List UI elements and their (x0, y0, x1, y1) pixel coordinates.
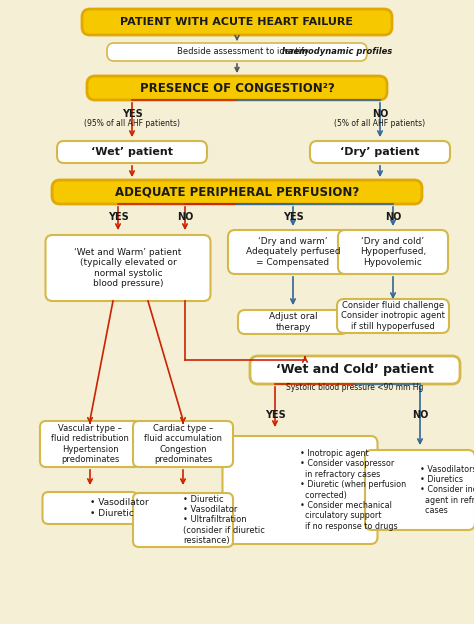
FancyBboxPatch shape (222, 436, 377, 544)
Text: (5% of all AHF patients): (5% of all AHF patients) (335, 120, 426, 129)
Text: ‘Dry and warm’
Adequately perfused
= Compensated: ‘Dry and warm’ Adequately perfused = Com… (246, 237, 340, 267)
Text: • Vasodilators
• Diuretics
• Consider inotropic
  agent in refractory
  cases: • Vasodilators • Diuretics • Consider in… (420, 465, 474, 515)
Text: ‘Wet’ patient: ‘Wet’ patient (91, 147, 173, 157)
Text: ADEQUATE PERIPHERAL PERFUSION?: ADEQUATE PERIPHERAL PERFUSION? (115, 185, 359, 198)
FancyBboxPatch shape (82, 9, 392, 35)
Text: haemodynamic profiles: haemodynamic profiles (282, 47, 392, 57)
Text: NO: NO (385, 212, 401, 222)
FancyBboxPatch shape (43, 492, 137, 524)
FancyBboxPatch shape (338, 230, 448, 274)
Text: NO: NO (412, 410, 428, 420)
Text: NO: NO (372, 109, 388, 119)
FancyBboxPatch shape (46, 235, 210, 301)
Text: PRESENCE OF CONGESTION²?: PRESENCE OF CONGESTION²? (140, 82, 334, 94)
Text: Systolic blood pressure <90 mm Hg: Systolic blood pressure <90 mm Hg (286, 384, 424, 392)
FancyBboxPatch shape (57, 141, 207, 163)
Text: ‘Wet and Warm’ patient
(typically elevated or
normal systolic
blood pressure): ‘Wet and Warm’ patient (typically elevat… (74, 248, 182, 288)
FancyBboxPatch shape (310, 141, 450, 163)
FancyBboxPatch shape (238, 310, 348, 334)
Text: • Vasodilator
• Diuretic: • Vasodilator • Diuretic (90, 499, 149, 518)
Text: YES: YES (283, 212, 303, 222)
Text: Cardiac type –
fluid accumulation
Congestion
predominates: Cardiac type – fluid accumulation Conges… (144, 424, 222, 464)
Text: Consider fluid challenge
Consider inotropic agent
if still hypoperfused: Consider fluid challenge Consider inotro… (341, 301, 445, 331)
Text: YES: YES (108, 212, 128, 222)
Text: ‘Dry and cold’
Hypoperfused,
Hypovolemic: ‘Dry and cold’ Hypoperfused, Hypovolemic (360, 237, 426, 267)
Text: Vascular type –
fluid redistribution
Hypertension
predominates: Vascular type – fluid redistribution Hyp… (51, 424, 129, 464)
Text: ‘Wet and Cold’ patient: ‘Wet and Cold’ patient (276, 364, 434, 376)
FancyBboxPatch shape (228, 230, 358, 274)
FancyBboxPatch shape (107, 43, 367, 61)
Text: Bedside assessment to identify: Bedside assessment to identify (177, 47, 311, 57)
Text: (95% of all AHF patients): (95% of all AHF patients) (84, 120, 180, 129)
FancyBboxPatch shape (250, 356, 460, 384)
FancyBboxPatch shape (365, 450, 474, 530)
FancyBboxPatch shape (52, 180, 422, 204)
Text: • Inotropic agent
• Consider vasopressor
  in refractory cases
• Diuretic (when : • Inotropic agent • Consider vasopressor… (300, 449, 406, 531)
Text: YES: YES (122, 109, 142, 119)
Text: NO: NO (177, 212, 193, 222)
FancyBboxPatch shape (87, 76, 387, 100)
FancyBboxPatch shape (133, 421, 233, 467)
Text: Adjust oral
therapy: Adjust oral therapy (269, 312, 317, 332)
Text: • Diuretic
• Vasodilator
• Ultrafiltration
(consider if diuretic
resistance): • Diuretic • Vasodilator • Ultrafiltrati… (183, 495, 265, 545)
FancyBboxPatch shape (40, 421, 140, 467)
Text: ‘Dry’ patient: ‘Dry’ patient (340, 147, 419, 157)
Text: YES: YES (264, 410, 285, 420)
FancyBboxPatch shape (337, 299, 449, 333)
FancyBboxPatch shape (133, 493, 233, 547)
Text: PATIENT WITH ACUTE HEART FAILURE: PATIENT WITH ACUTE HEART FAILURE (120, 17, 354, 27)
